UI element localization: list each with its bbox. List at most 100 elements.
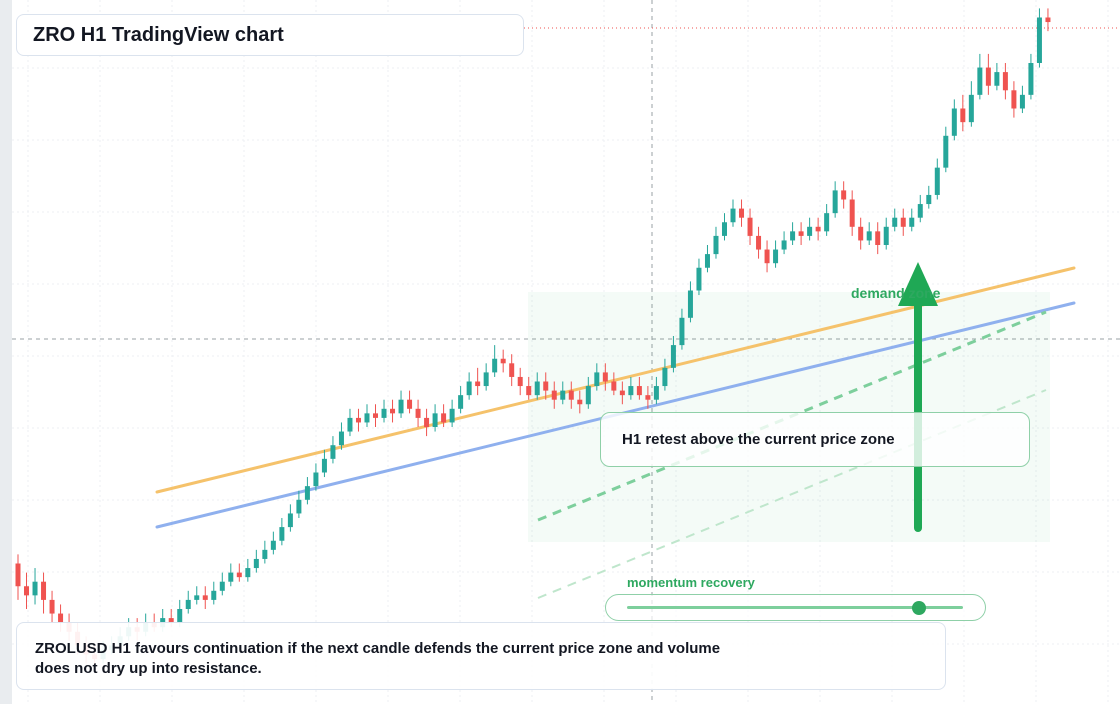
candle: [475, 367, 481, 396]
candle: [892, 208, 898, 232]
candle: [424, 408, 430, 437]
candle: [330, 436, 336, 464]
candle: [398, 390, 404, 418]
candle: [875, 222, 881, 255]
candle-body: [245, 568, 251, 578]
candle: [960, 94, 966, 132]
candle-body: [568, 390, 574, 400]
momentum-slider[interactable]: [605, 594, 986, 621]
momentum-track: [627, 606, 963, 609]
candle-body: [41, 581, 47, 600]
candle: [551, 381, 557, 409]
candle-body: [960, 108, 966, 123]
candle: [577, 390, 583, 414]
candle: [211, 581, 217, 605]
candle-body: [1019, 94, 1025, 109]
candle: [1045, 8, 1051, 32]
candle: [270, 531, 276, 555]
candle-body: [458, 395, 464, 409]
candle-body: [1028, 63, 1034, 95]
candle-body: [807, 226, 813, 236]
candle-body: [560, 390, 566, 400]
candle-body: [602, 372, 608, 382]
candle-body: [926, 194, 932, 205]
candle: [509, 354, 515, 387]
candle-body: [168, 618, 174, 623]
candle: [347, 408, 353, 437]
candle: [49, 590, 55, 623]
candle-body: [679, 317, 685, 346]
candle-body: [228, 572, 234, 582]
candle-body: [347, 417, 353, 432]
candle-body: [764, 249, 770, 264]
candle: [619, 381, 625, 405]
candle-body: [321, 458, 327, 473]
candle: [977, 53, 983, 100]
candle: [517, 367, 523, 396]
candle-body: [653, 386, 659, 400]
candle-body: [466, 381, 472, 396]
chart-grid: [12, 0, 1120, 704]
candle: [1019, 85, 1025, 114]
candle: [704, 245, 710, 273]
candle: [687, 281, 693, 323]
candle: [670, 336, 676, 373]
candle-body: [611, 381, 617, 391]
candle-body: [883, 226, 889, 245]
left-scrollbar[interactable]: [0, 0, 12, 704]
candle-body: [415, 408, 421, 418]
candle-body: [628, 386, 634, 396]
candle: [228, 563, 234, 587]
candle-body: [202, 595, 208, 600]
title-box: ZRO H1 TradingView chart: [16, 14, 524, 56]
candle-body: [790, 231, 796, 241]
channel-lower: [537, 389, 1047, 599]
candle: [594, 363, 600, 391]
candle: [636, 376, 642, 400]
candle: [355, 408, 361, 432]
candle: [815, 217, 821, 241]
candle: [15, 554, 21, 600]
momentum-knob[interactable]: [912, 601, 927, 615]
candle-body: [730, 208, 736, 223]
candle-body: [551, 390, 557, 400]
candle: [373, 404, 379, 427]
candle: [645, 386, 651, 409]
candle: [926, 185, 932, 209]
candle-body: [619, 390, 625, 396]
candle-body: [398, 399, 404, 414]
candle: [458, 386, 464, 414]
candle-body: [687, 290, 693, 318]
candle-body: [1011, 90, 1017, 109]
candle: [407, 390, 413, 414]
candle-body: [747, 217, 753, 236]
candle-body: [509, 363, 515, 377]
callout-text: H1 retest above the current price zone: [622, 431, 895, 448]
demand-zone-label: demand zone: [851, 285, 941, 301]
summary-text: ZROLUSD H1 favours continuation if the n…: [35, 640, 721, 677]
candle: [432, 404, 438, 432]
candle: [832, 181, 838, 218]
candle: [790, 222, 796, 245]
candle: [287, 504, 293, 532]
candle: [662, 358, 668, 391]
candle-body: [968, 94, 974, 123]
candle-body: [756, 235, 762, 250]
candle: [798, 222, 804, 245]
candle: [1036, 8, 1042, 68]
candle-body: [1045, 17, 1051, 23]
candle-body: [313, 472, 319, 487]
candle: [441, 404, 447, 427]
candle-body: [832, 190, 838, 214]
candle: [917, 194, 923, 223]
candle-body: [917, 204, 923, 218]
candle-body: [236, 572, 242, 578]
candle-body: [866, 231, 872, 241]
candle: [32, 568, 38, 605]
candle-body: [194, 595, 200, 600]
candle: [568, 381, 574, 409]
candle: [781, 231, 787, 255]
candle-body: [424, 417, 430, 427]
candle: [202, 586, 208, 609]
candle: [415, 399, 421, 427]
